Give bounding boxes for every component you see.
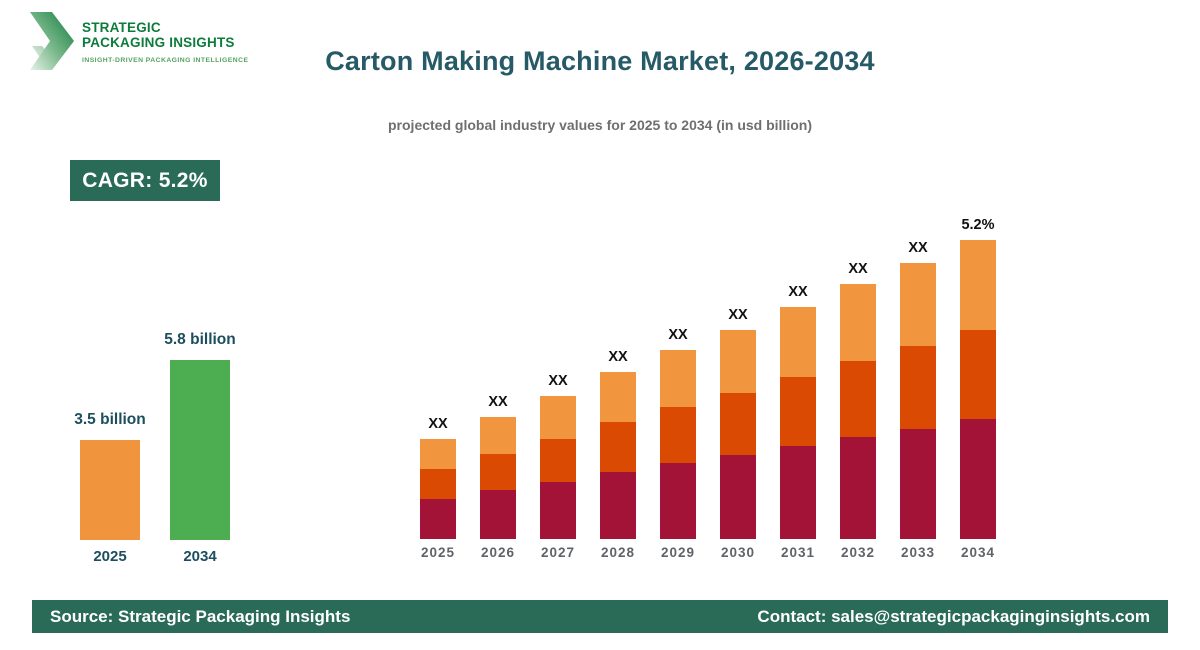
bar-segment-bottom [960,419,996,539]
stacked-value-label: XX [908,240,928,256]
bar-segment-top [600,372,636,423]
bar-segment-top [480,417,516,454]
stacked-value-label: XX [848,261,868,277]
bar-segment-bottom [900,428,936,539]
stacked-bar-2029: XX 2029 [660,327,696,560]
stacked-bar-chart: XX 2025 XX 2026 XX 2027 XX 2028 XX 2029 XX 2030 XX 20… [420,210,1000,560]
stacked-year-label: 2029 [660,545,696,560]
page-title: Carton Making Machine Market, 2026-2034 [325,46,875,76]
stacked-bar-2030: XX 2030 [720,307,756,560]
bar-segment-top [960,240,996,330]
stacked-bar-2027: XX 2027 [540,373,576,560]
cagr-badge: CAGR: 5.2% [70,160,220,201]
summary-bar-chart: 3.5 billion 2025 5.8 billion 2034 [74,330,235,565]
summary-bar-2034: 5.8 billion 2034 [164,331,235,565]
stacked-year-label: 2030 [720,545,756,560]
stacked-bar-segments [780,307,816,539]
bar-segment-top [720,330,756,393]
bar-segment-bottom [780,446,816,539]
bar-segment-middle [840,360,876,437]
logo-line2: PACKAGING INSIGHTS [82,35,235,51]
stacked-bar-2033: XX 2033 [900,240,936,560]
bar-segment-top [420,439,456,469]
summary-year-label: 2025 [93,548,127,565]
stacked-bar-2026: XX 2026 [480,394,516,560]
stacked-year-label: 2034 [960,545,996,560]
bar-segment-bottom [660,463,696,539]
bar-segment-middle [420,469,456,499]
bar-segment-bottom [480,490,516,539]
bar-segment-bottom [720,455,756,539]
bar-segment-middle [480,453,516,491]
stacked-bar-segments [960,240,996,539]
bar-segment-middle [660,406,696,464]
stacked-year-label: 2032 [840,545,876,560]
summary-value-label: 3.5 billion [74,411,146,428]
page-subtitle: projected global industry values for 202… [388,117,812,133]
stacked-value-label: XX [428,416,448,432]
stacked-bar-segments [720,330,756,539]
stacked-value-label: XX [668,327,688,343]
summary-year-label: 2034 [183,548,217,565]
stacked-bar-segments [420,439,456,539]
bar-segment-middle [720,392,756,456]
stacked-year-label: 2033 [900,545,936,560]
stacked-bar-2025: XX 2025 [420,416,456,560]
footer-source: Source: Strategic Packaging Insights [50,606,351,626]
stacked-bar-segments [900,263,936,539]
stacked-bar-2032: XX 2032 [840,261,876,560]
summary-value-label: 5.8 billion [164,331,236,348]
stacked-value-label: XX [488,394,508,410]
logo-text: STRATEGIC PACKAGING INSIGHTS INSIGHT-DRI… [82,12,248,64]
stacked-value-label: XX [728,307,748,323]
bar-segment-middle [540,438,576,482]
stacked-value-label: XX [788,284,808,300]
bar-segment-bottom [840,437,876,539]
bar-segment-bottom [600,472,636,539]
bar-segment-middle [600,422,636,473]
stacked-year-label: 2027 [540,545,576,560]
stacked-bar-segments [540,396,576,539]
stacked-bar-segments [840,284,876,539]
bar-segment-top [780,307,816,377]
footer-bar: Source: Strategic Packaging Insights Con… [32,600,1168,633]
logo-tagline: INSIGHT-DRIVEN PACKAGING INTELLIGENCE [82,57,249,65]
stacked-bar-2034: 5.2% 2034 [960,217,996,560]
stacked-year-label: 2031 [780,545,816,560]
stacked-year-label: 2025 [420,545,456,560]
stacked-bar-segments [600,372,636,539]
stacked-bar-segments [480,417,516,539]
chevron-logo-icon [30,12,74,70]
bar-segment-middle [900,345,936,429]
stacked-year-label: 2028 [600,545,636,560]
summary-bar-2025: 3.5 billion 2025 [74,411,145,565]
bar-segment-bottom [420,499,456,539]
stacked-value-label: XX [548,373,568,389]
logo: STRATEGIC PACKAGING INSIGHTS INSIGHT-DRI… [30,12,248,70]
bar-segment-top [840,284,876,361]
bar-segment-middle [960,329,996,420]
footer-contact: Contact: sales@strategicpackaginginsight… [757,606,1150,626]
logo-line1: STRATEGIC [82,20,161,35]
stacked-value-label: XX [608,349,628,365]
bar-segment-top [900,263,936,346]
stacked-bar-2028: XX 2028 [600,349,636,560]
stacked-value-label: 5.2% [961,217,995,233]
bar-segment-top [540,396,576,439]
stacked-year-label: 2026 [480,545,516,560]
stacked-bar-segments [660,350,696,539]
bar-segment-middle [780,376,816,447]
bar-segment-top [660,350,696,407]
stacked-bar-2031: XX 2031 [780,284,816,560]
bar-segment-bottom [540,481,576,539]
